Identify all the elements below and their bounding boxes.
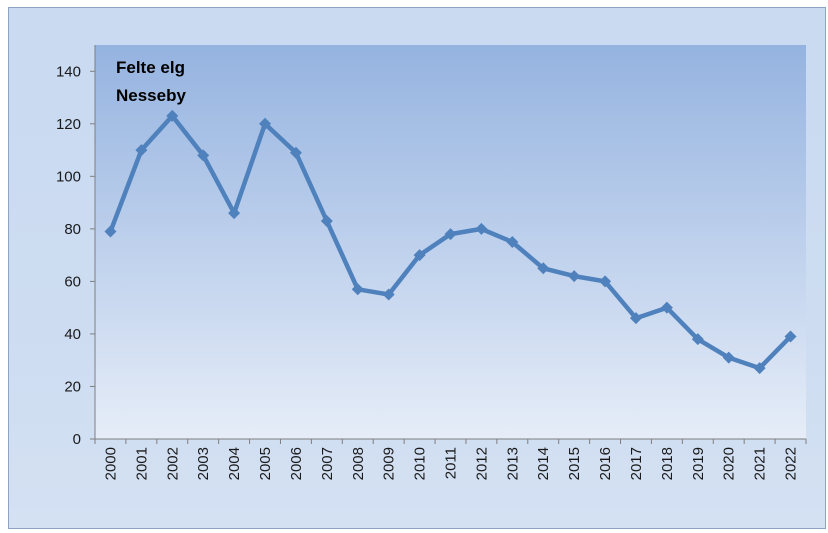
x-tick-label: 2011: [443, 447, 460, 479]
x-tick-label: 2000: [102, 447, 119, 480]
data-point-marker: [289, 146, 302, 159]
data-point-marker: [784, 330, 797, 343]
data-point-marker: [506, 236, 519, 248]
plot-area: [95, 45, 806, 439]
data-point-marker: [537, 262, 550, 275]
chart-title-line: Nesseby: [116, 86, 186, 105]
data-point-marker: [135, 144, 148, 157]
y-tick-label: 80: [64, 221, 81, 238]
y-tick-label: 20: [64, 378, 81, 395]
y-tick-label: 40: [64, 326, 81, 343]
y-tick-label: 0: [73, 431, 81, 448]
x-tick-label: 2022: [783, 447, 800, 480]
x-tick-label: 2013: [504, 447, 521, 480]
data-point-marker: [568, 270, 581, 283]
data-point-marker: [382, 288, 395, 301]
data-point-marker: [259, 117, 272, 130]
x-tick-label: 2016: [597, 447, 614, 480]
y-tick-label: 100: [56, 168, 81, 185]
x-tick-label: 2014: [535, 447, 552, 480]
x-tick-label: 2004: [226, 447, 243, 480]
data-point-marker: [320, 214, 333, 227]
data-point-marker: [104, 225, 117, 238]
data-point-marker: [660, 301, 673, 314]
x-tick-label: 2021: [752, 447, 769, 480]
x-tick-label: 2019: [690, 447, 707, 480]
x-tick-label: 2002: [164, 447, 181, 480]
x-tick-label: 2020: [721, 447, 738, 480]
x-tick-label: 2001: [133, 447, 150, 480]
x-tick-label: 2017: [628, 447, 645, 480]
x-tick-label: 2015: [566, 447, 583, 480]
x-tick-label: 2008: [350, 447, 367, 480]
data-point-marker: [753, 362, 766, 375]
chart-title-line: Felte elg: [116, 58, 185, 77]
x-tick-label: 2012: [473, 447, 490, 480]
data-point-marker: [413, 249, 426, 262]
x-tick-label: 2005: [257, 447, 274, 480]
data-point-marker: [166, 109, 179, 122]
x-tick-label: 2007: [319, 447, 336, 480]
x-tick-label: 2009: [381, 447, 398, 480]
y-tick-label: 60: [64, 273, 81, 290]
data-point-marker: [629, 312, 642, 325]
data-point-marker: [691, 333, 704, 346]
y-tick-label: 140: [56, 63, 81, 80]
data-point-marker: [475, 222, 488, 235]
x-tick-label: 2018: [659, 447, 676, 480]
data-point-marker: [722, 351, 735, 364]
x-tick-label: 2006: [288, 447, 305, 480]
x-tick-label: 2003: [195, 447, 212, 480]
x-tick-label: 2010: [412, 447, 429, 480]
data-point-marker: [444, 228, 457, 241]
data-point-marker: [599, 275, 612, 288]
data-point-marker: [351, 283, 364, 296]
data-point-marker: [197, 149, 210, 162]
y-tick-label: 120: [56, 116, 81, 133]
data-point-marker: [228, 207, 241, 220]
